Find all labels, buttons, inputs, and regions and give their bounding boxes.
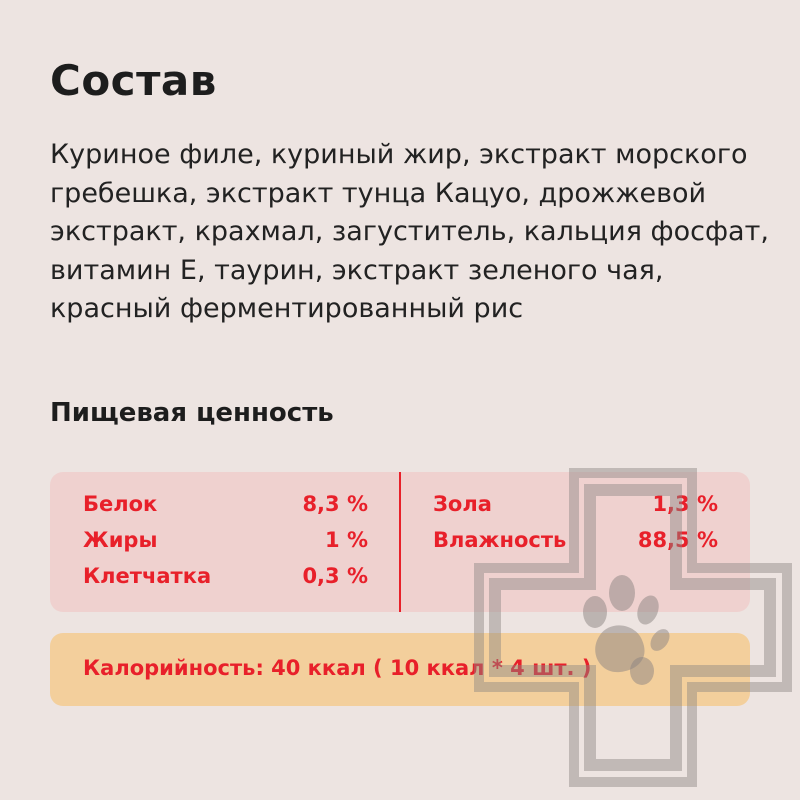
nutrient-value: 88,5 % [637, 528, 718, 552]
nutrition-column-right: Зола 1,3 % Влажность 88,5 % [433, 492, 718, 564]
composition-text: Куриное филе, куриный жир, экстракт морс… [50, 139, 769, 324]
column-divider [399, 472, 401, 612]
nutrition-row: Клетчатка 0,3 % [83, 564, 368, 600]
nutrition-heading: Пищевая ценность [50, 398, 334, 428]
nutrition-row: Белок 8,3 % [83, 492, 368, 528]
nutrition-table: Белок 8,3 % Жиры 1 % Клетчатка 0,3 % Зола 1,… [50, 472, 750, 612]
nutrient-value: 1,3 % [652, 492, 718, 516]
nutrient-label: Зола [433, 492, 492, 516]
nutrition-row: Жиры 1 % [83, 528, 368, 564]
nutrient-value: 8,3 % [302, 492, 368, 516]
nutrient-label: Белок [83, 492, 158, 516]
page-title: Состав [50, 56, 217, 105]
nutrient-value: 1 % [325, 528, 368, 552]
nutrition-column-left: Белок 8,3 % Жиры 1 % Клетчатка 0,3 % [83, 492, 368, 600]
nutrition-row: Зола 1,3 % [433, 492, 718, 528]
nutrient-value: 0,3 % [302, 564, 368, 588]
calorie-box: Калорийность: 40 ккал ( 10 ккал * 4 шт. … [50, 633, 750, 706]
nutrient-label: Жиры [83, 528, 158, 552]
nutrient-label: Влажность [433, 528, 567, 552]
calorie-text: Калорийность: 40 ккал ( 10 ккал * 4 шт. … [83, 656, 592, 680]
nutrient-label: Клетчатка [83, 564, 212, 588]
nutrition-row: Влажность 88,5 % [433, 528, 718, 564]
